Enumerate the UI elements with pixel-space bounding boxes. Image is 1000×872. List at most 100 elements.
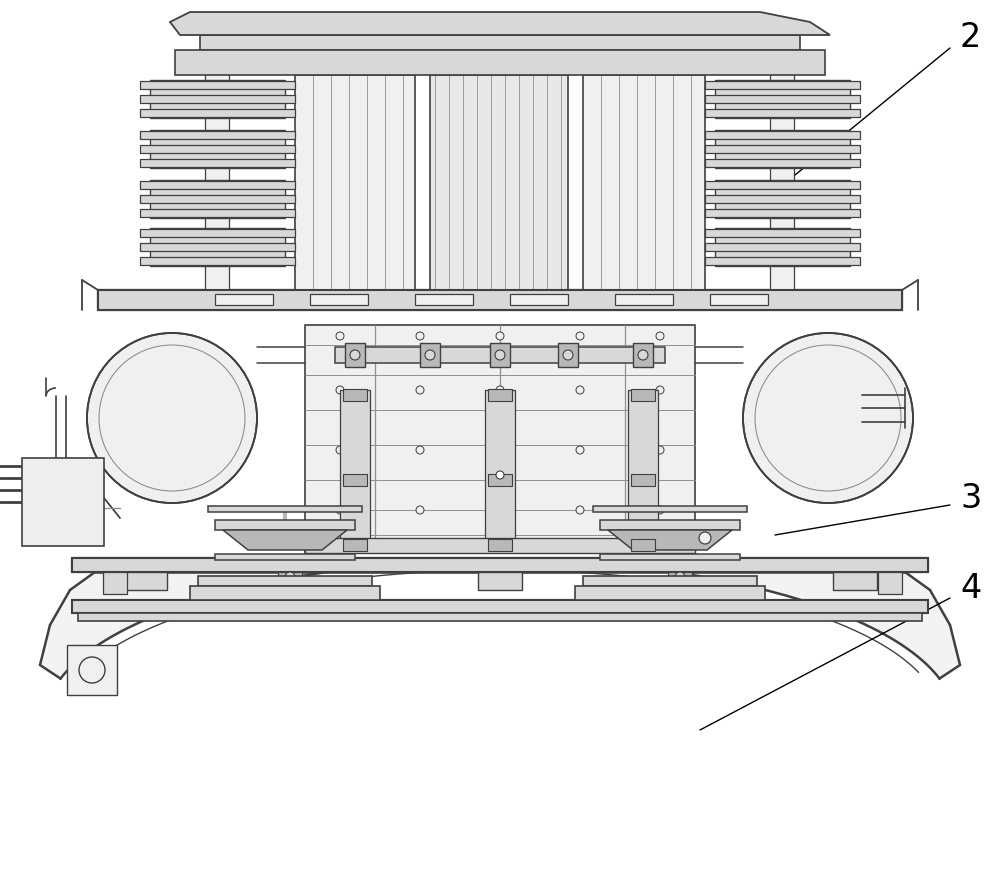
Polygon shape xyxy=(631,474,655,486)
Polygon shape xyxy=(103,572,127,594)
Circle shape xyxy=(496,543,504,551)
Polygon shape xyxy=(140,95,295,103)
Bar xyxy=(510,294,568,305)
Polygon shape xyxy=(430,75,568,290)
Polygon shape xyxy=(140,159,295,167)
Circle shape xyxy=(79,657,105,683)
Circle shape xyxy=(336,386,344,394)
Bar xyxy=(710,294,768,305)
Polygon shape xyxy=(343,539,367,551)
Circle shape xyxy=(576,446,584,454)
Circle shape xyxy=(576,386,584,394)
Circle shape xyxy=(743,333,913,503)
Polygon shape xyxy=(140,109,295,117)
Circle shape xyxy=(87,333,257,503)
Polygon shape xyxy=(295,75,415,290)
Polygon shape xyxy=(490,343,510,367)
Circle shape xyxy=(496,506,504,514)
Polygon shape xyxy=(140,145,295,153)
Polygon shape xyxy=(208,506,362,512)
Circle shape xyxy=(675,572,685,582)
Polygon shape xyxy=(770,70,794,290)
Circle shape xyxy=(285,572,295,582)
Polygon shape xyxy=(305,325,695,553)
Circle shape xyxy=(495,350,505,360)
Polygon shape xyxy=(488,389,512,401)
Polygon shape xyxy=(345,343,365,367)
Circle shape xyxy=(656,446,664,454)
Polygon shape xyxy=(633,343,653,367)
Polygon shape xyxy=(833,572,877,590)
Circle shape xyxy=(576,506,584,514)
Circle shape xyxy=(656,543,664,551)
Polygon shape xyxy=(98,290,902,310)
Polygon shape xyxy=(705,95,860,103)
Polygon shape xyxy=(140,131,295,139)
Circle shape xyxy=(496,386,504,394)
Circle shape xyxy=(336,543,344,551)
Polygon shape xyxy=(600,520,740,530)
Polygon shape xyxy=(705,243,860,251)
Polygon shape xyxy=(668,572,692,582)
Polygon shape xyxy=(705,257,860,265)
Polygon shape xyxy=(140,229,295,237)
Polygon shape xyxy=(631,389,655,401)
Polygon shape xyxy=(488,539,512,551)
Polygon shape xyxy=(123,572,167,590)
Polygon shape xyxy=(478,572,522,590)
Polygon shape xyxy=(278,572,302,582)
Circle shape xyxy=(416,386,424,394)
Bar xyxy=(22,458,104,546)
Polygon shape xyxy=(628,390,658,551)
Circle shape xyxy=(576,332,584,340)
Polygon shape xyxy=(488,474,512,486)
Polygon shape xyxy=(223,530,347,550)
Text: 3: 3 xyxy=(960,481,981,514)
Polygon shape xyxy=(705,131,860,139)
Polygon shape xyxy=(150,80,285,118)
Polygon shape xyxy=(705,109,860,117)
Circle shape xyxy=(416,506,424,514)
Polygon shape xyxy=(150,228,285,266)
Polygon shape xyxy=(72,600,928,613)
Bar xyxy=(67,645,117,695)
Circle shape xyxy=(496,471,504,479)
Polygon shape xyxy=(583,576,757,586)
Polygon shape xyxy=(200,35,800,50)
Polygon shape xyxy=(705,195,860,203)
Polygon shape xyxy=(715,130,850,168)
Polygon shape xyxy=(705,209,860,217)
Circle shape xyxy=(638,350,648,360)
Circle shape xyxy=(496,446,504,454)
Polygon shape xyxy=(170,12,830,35)
Polygon shape xyxy=(715,228,850,266)
Text: 4: 4 xyxy=(960,571,981,604)
Polygon shape xyxy=(593,506,747,512)
Polygon shape xyxy=(705,181,860,189)
Polygon shape xyxy=(205,70,229,290)
Polygon shape xyxy=(600,554,740,560)
Polygon shape xyxy=(72,558,928,572)
Polygon shape xyxy=(40,560,960,678)
Polygon shape xyxy=(343,389,367,401)
Polygon shape xyxy=(420,343,440,367)
Polygon shape xyxy=(335,347,665,363)
Circle shape xyxy=(656,386,664,394)
Polygon shape xyxy=(485,390,515,551)
Polygon shape xyxy=(705,159,860,167)
Polygon shape xyxy=(140,243,295,251)
Bar xyxy=(615,294,673,305)
Polygon shape xyxy=(140,257,295,265)
Circle shape xyxy=(336,446,344,454)
Circle shape xyxy=(656,332,664,340)
Polygon shape xyxy=(215,520,355,530)
Polygon shape xyxy=(140,181,295,189)
Circle shape xyxy=(656,506,664,514)
Polygon shape xyxy=(715,180,850,218)
Bar xyxy=(415,294,473,305)
Circle shape xyxy=(416,543,424,551)
Polygon shape xyxy=(608,530,732,550)
Polygon shape xyxy=(78,613,922,621)
Polygon shape xyxy=(705,229,860,237)
Polygon shape xyxy=(190,586,380,600)
